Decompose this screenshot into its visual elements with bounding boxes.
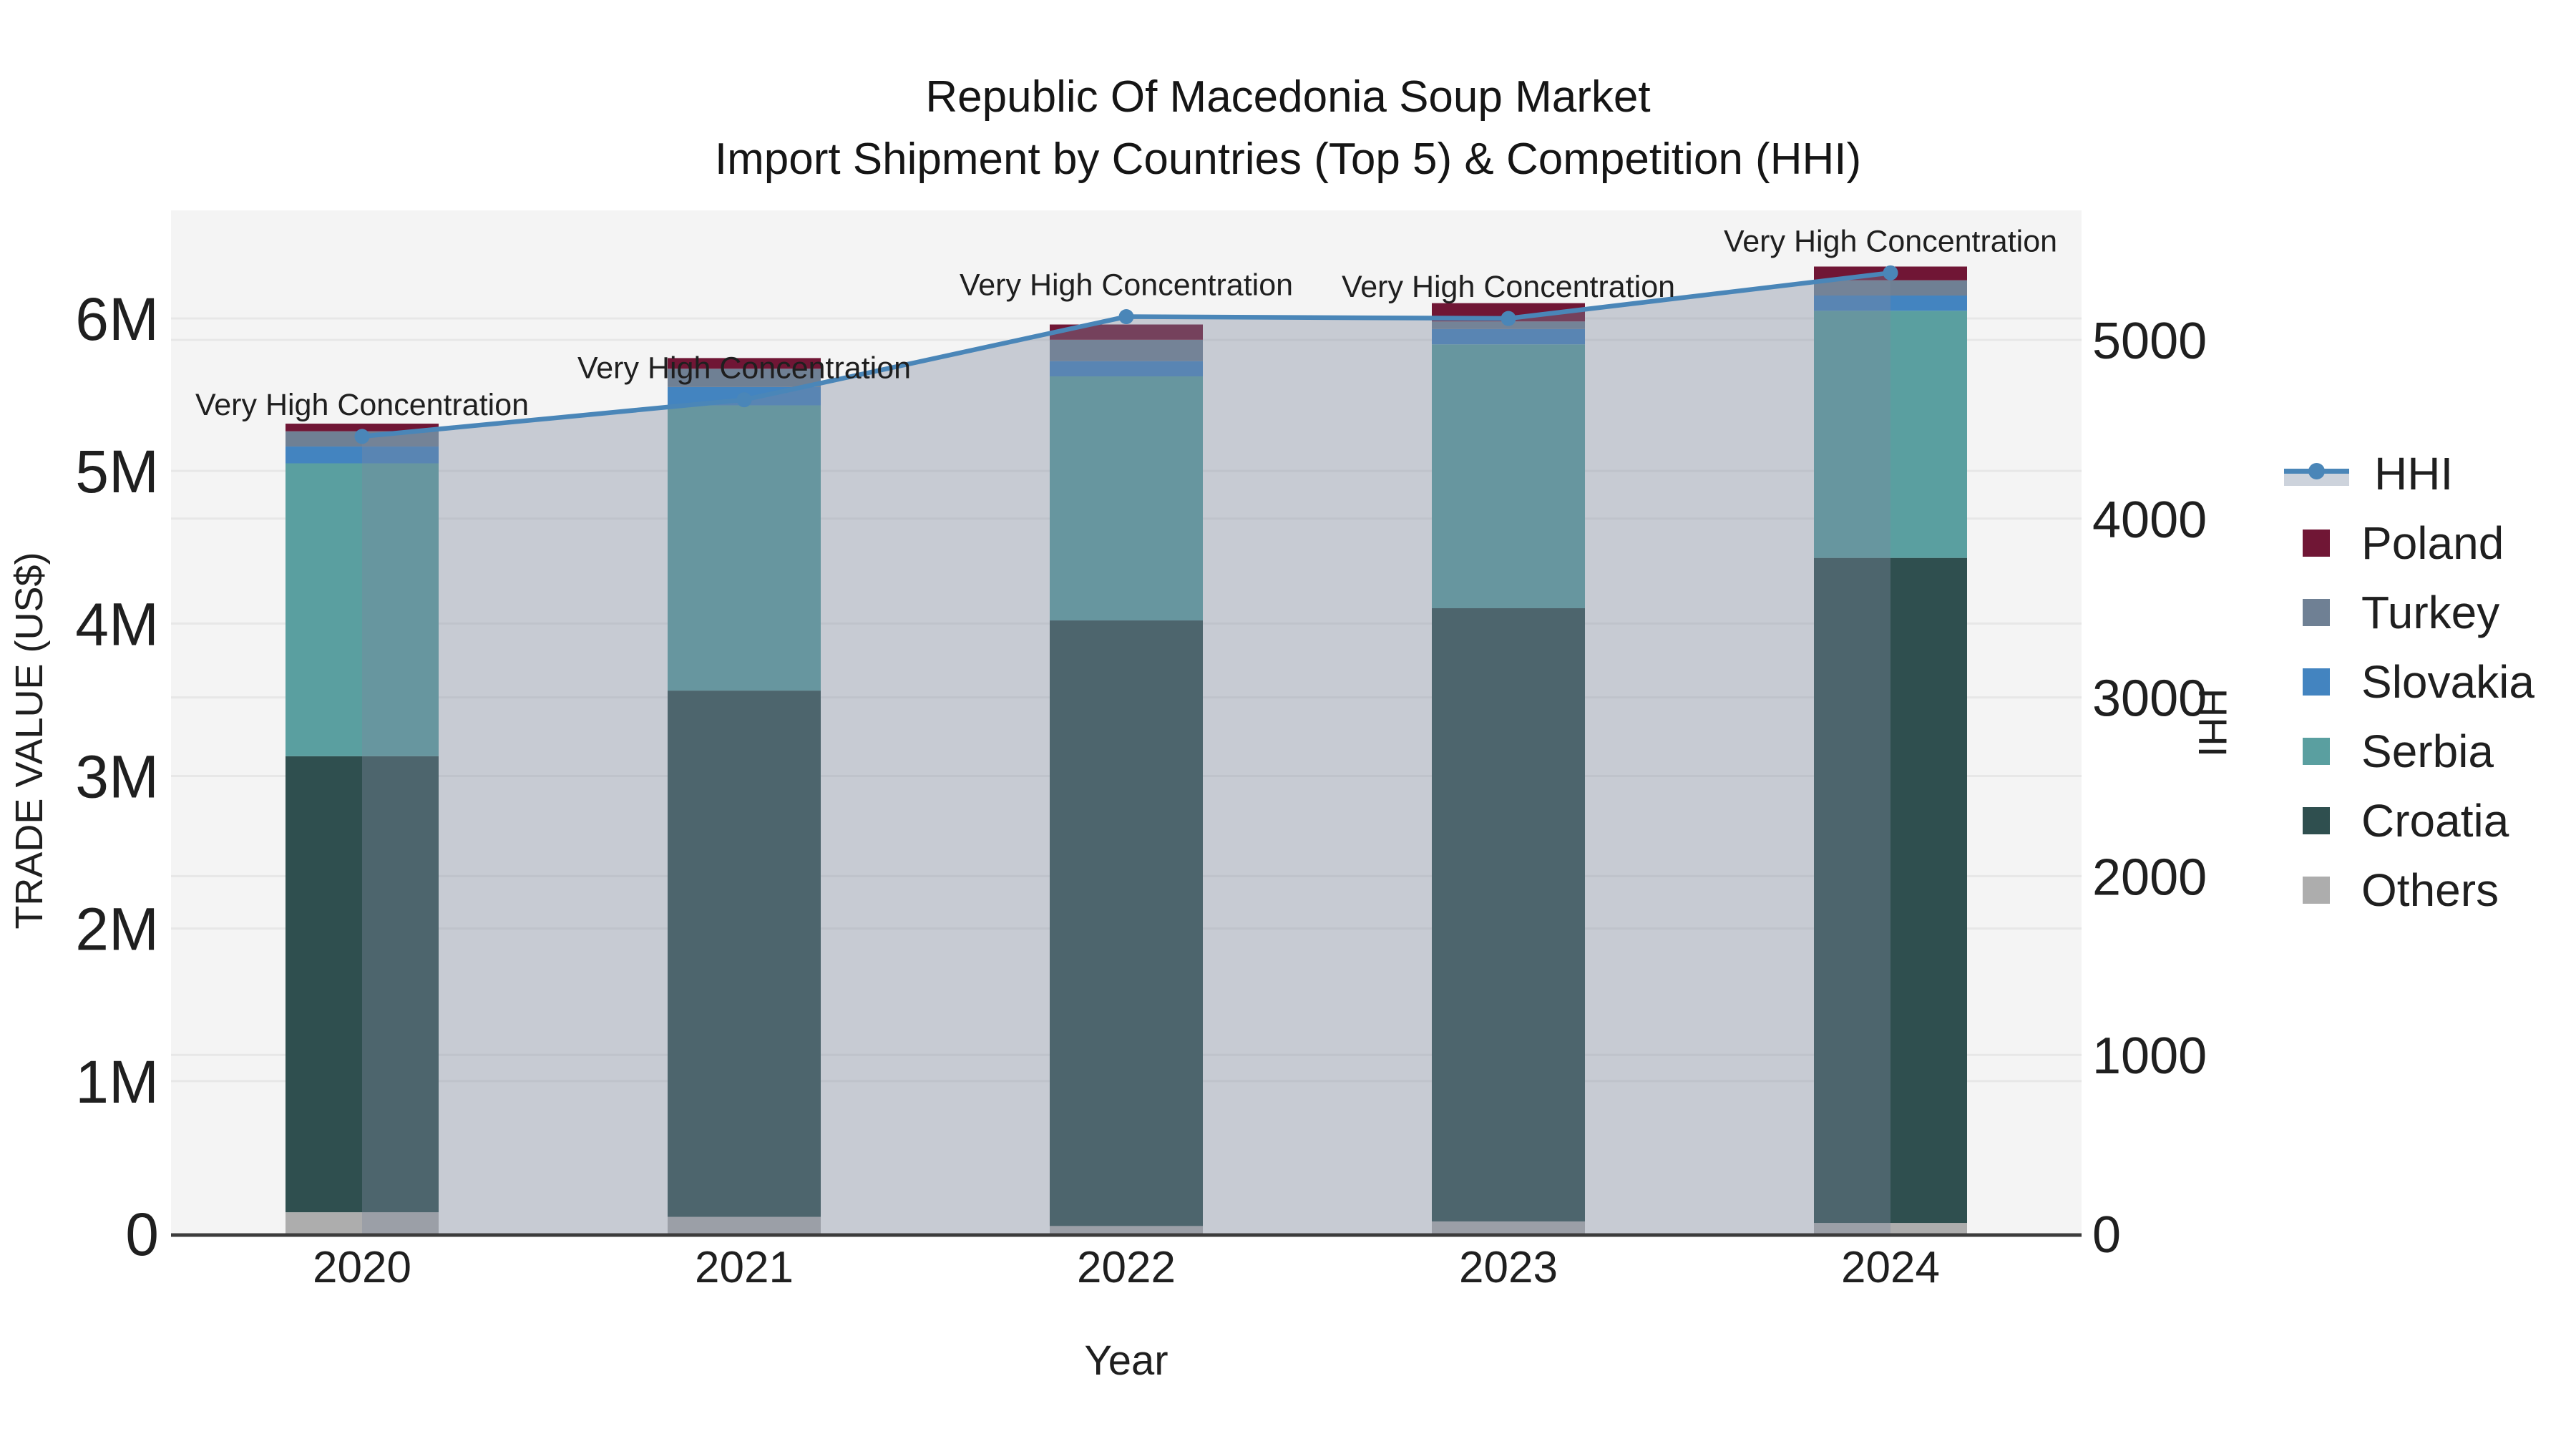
square-swatch-icon <box>2303 598 2330 626</box>
legend-item-others[interactable]: Others <box>2275 855 2499 924</box>
bar-segment-others-2022[interactable] <box>1050 1226 1203 1234</box>
legend-item-hhi[interactable]: HHI <box>2275 439 2453 508</box>
x-tick-label-2023: 2023 <box>1459 1243 1558 1292</box>
bar-segment-croatia-2022[interactable] <box>1050 620 1203 1226</box>
annotation-very-high-concentration: Very High Concentration <box>960 268 1293 303</box>
square-swatch-icon <box>2303 529 2330 557</box>
hhi-marker-2022[interactable] <box>1118 309 1134 325</box>
x-tick-label-2020: 2020 <box>313 1243 411 1292</box>
y-left-tick-label: 4M <box>75 590 159 658</box>
chart-title-line2: Import Shipment by Countries (Top 5) & C… <box>714 135 1862 184</box>
y-left-axis-title: TRADE VALUE (US$) <box>8 552 51 930</box>
bar-segment-slovakia-2023[interactable] <box>1432 328 1585 345</box>
bar-segment-poland-2020[interactable] <box>286 424 439 431</box>
x-axis-title: Year <box>1084 1337 1169 1384</box>
annotation-very-high-concentration: Very High Concentration <box>1724 224 2057 258</box>
bar-segment-serbia-2022[interactable] <box>1050 376 1203 621</box>
annotation-very-high-concentration: Very High Concentration <box>195 388 529 422</box>
bar-segment-slovakia-2022[interactable] <box>1050 361 1203 376</box>
bar-segment-croatia-2021[interactable] <box>668 691 821 1217</box>
y-left-tick-label: 1M <box>75 1048 159 1116</box>
square-swatch-icon <box>2303 737 2330 765</box>
legend-label: Serbia <box>2361 725 2494 777</box>
hhi-marker-2020[interactable] <box>354 429 370 444</box>
y-right-tick-label: 1000 <box>2092 1028 2207 1085</box>
legend-label: Others <box>2361 864 2499 916</box>
bar-segment-serbia-2023[interactable] <box>1432 344 1585 609</box>
legend-label: Turkey <box>2361 586 2500 638</box>
bar-segment-others-2020[interactable] <box>286 1212 439 1234</box>
y-left-tick-label: 3M <box>75 743 159 810</box>
square-swatch-icon <box>2303 668 2330 696</box>
bar-segment-serbia-2024[interactable] <box>1814 311 1967 558</box>
y-right-tick-label: 5000 <box>2092 313 2207 370</box>
legend-label: Slovakia <box>2361 655 2534 708</box>
square-swatch-icon <box>2303 806 2330 834</box>
legend-item-serbia[interactable]: Serbia <box>2275 716 2494 786</box>
bar-segment-slovakia-2020[interactable] <box>286 447 439 464</box>
legend-label: Croatia <box>2361 794 2509 847</box>
bar-segment-serbia-2021[interactable] <box>668 405 821 691</box>
chart-title-line1: Republic Of Macedonia Soup Market <box>925 72 1651 122</box>
bar-segment-poland-2021[interactable] <box>668 358 821 369</box>
bar-segment-others-2024[interactable] <box>1814 1223 1967 1234</box>
y-right-tick-label: 4000 <box>2092 492 2207 549</box>
legend-label: HHI <box>2374 447 2454 499</box>
annotation-very-high-concentration: Very High Concentration <box>1342 270 1675 304</box>
legend-item-slovakia[interactable]: Slovakia <box>2275 647 2534 716</box>
hhi-marker-2023[interactable] <box>1501 311 1516 326</box>
bar-segment-poland-2022[interactable] <box>1050 324 1203 340</box>
legend-item-turkey[interactable]: Turkey <box>2275 577 2499 647</box>
y-left-tick-label: 6M <box>75 286 159 353</box>
y-right-axis-title: HHI <box>2190 688 2235 758</box>
bar-segment-turkey-2024[interactable] <box>1814 280 1967 296</box>
bar-segment-others-2023[interactable] <box>1432 1221 1585 1234</box>
hhi-area-fill <box>362 273 1890 1234</box>
bar-segment-serbia-2020[interactable] <box>286 463 439 756</box>
bar-segment-others-2021[interactable] <box>668 1216 821 1234</box>
legend-item-croatia[interactable]: Croatia <box>2275 786 2509 855</box>
bar-segment-croatia-2023[interactable] <box>1432 608 1585 1221</box>
hhi-marker-2021[interactable] <box>736 392 752 408</box>
y-left-tick-label: 5M <box>75 438 159 505</box>
bar-segment-croatia-2020[interactable] <box>286 756 439 1213</box>
bar-segment-slovakia-2024[interactable] <box>1814 296 1967 311</box>
x-tick-label-2024: 2024 <box>1841 1243 1940 1292</box>
x-tick-label-2021: 2021 <box>695 1243 794 1292</box>
y-right-tick-label: 0 <box>2092 1206 2121 1264</box>
square-swatch-icon <box>2303 876 2330 904</box>
y-right-tick-label: 3000 <box>2092 670 2207 728</box>
annotation-very-high-concentration: Very High Concentration <box>577 351 911 386</box>
x-tick-label-2022: 2022 <box>1077 1243 1176 1292</box>
y-right-tick-label: 2000 <box>2092 849 2207 906</box>
bar-segment-turkey-2021[interactable] <box>668 369 821 387</box>
y-left-tick-label: 0 <box>125 1201 159 1268</box>
bar-segment-turkey-2022[interactable] <box>1050 339 1203 361</box>
hhi-line-swatch-icon <box>2284 459 2349 488</box>
hhi-marker-2024[interactable] <box>1883 265 1898 280</box>
legend-item-poland[interactable]: Poland <box>2275 508 2504 577</box>
bar-segment-croatia-2024[interactable] <box>1814 557 1967 1224</box>
legend-label: Poland <box>2361 517 2504 569</box>
y-left-tick-label: 2M <box>75 896 159 963</box>
